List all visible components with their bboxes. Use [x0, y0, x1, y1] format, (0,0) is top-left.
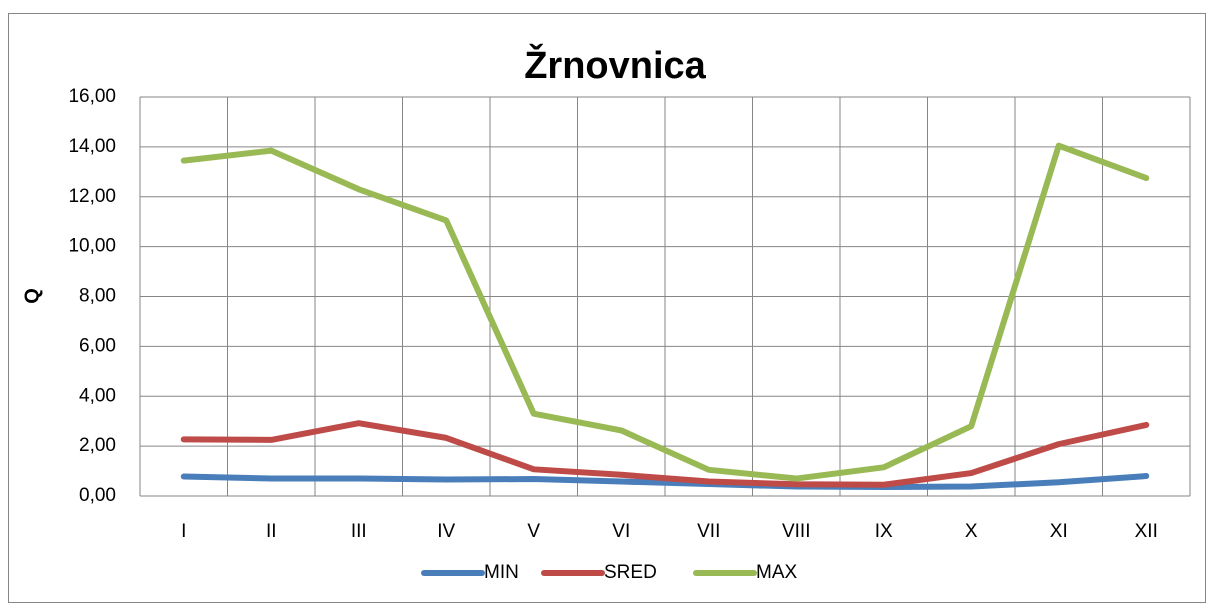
y-tick-label: 16,00	[68, 86, 116, 107]
chart-title: Žrnovnica	[524, 43, 706, 87]
y-tick-label: 0,00	[79, 485, 116, 506]
legend-label: SRED	[604, 562, 657, 583]
chart-frame	[8, 13, 1206, 603]
y-tick-label: 8,00	[79, 286, 116, 307]
series-line	[180, 142, 1150, 482]
y-tick-label: 12,00	[68, 186, 116, 207]
series-line	[180, 420, 1150, 488]
x-tick-label: VII	[697, 521, 720, 542]
x-tick-label: VI	[612, 521, 630, 542]
x-tick-label: VIII	[782, 521, 811, 542]
x-tick-label: III	[351, 521, 367, 542]
y-tick-label: 4,00	[79, 385, 116, 406]
legend-label: MIN	[484, 562, 519, 583]
x-tick-label: X	[965, 521, 978, 542]
x-tick-label: IX	[875, 521, 893, 542]
y-tick-label: 14,00	[68, 136, 116, 157]
x-tick-label: IV	[437, 521, 455, 542]
y-axis-label: Q	[21, 288, 43, 304]
x-tick-label: V	[527, 521, 540, 542]
x-tick-label: XII	[1135, 521, 1158, 542]
x-tick-label: I	[181, 521, 186, 542]
series-line	[180, 473, 1150, 491]
x-tick-label: II	[266, 521, 277, 542]
y-tick-label: 6,00	[79, 335, 116, 356]
legend-label: MAX	[756, 562, 798, 583]
x-tick-label: XI	[1050, 521, 1068, 542]
y-tick-label: 10,00	[68, 236, 116, 257]
y-tick-label: 2,00	[79, 435, 116, 456]
